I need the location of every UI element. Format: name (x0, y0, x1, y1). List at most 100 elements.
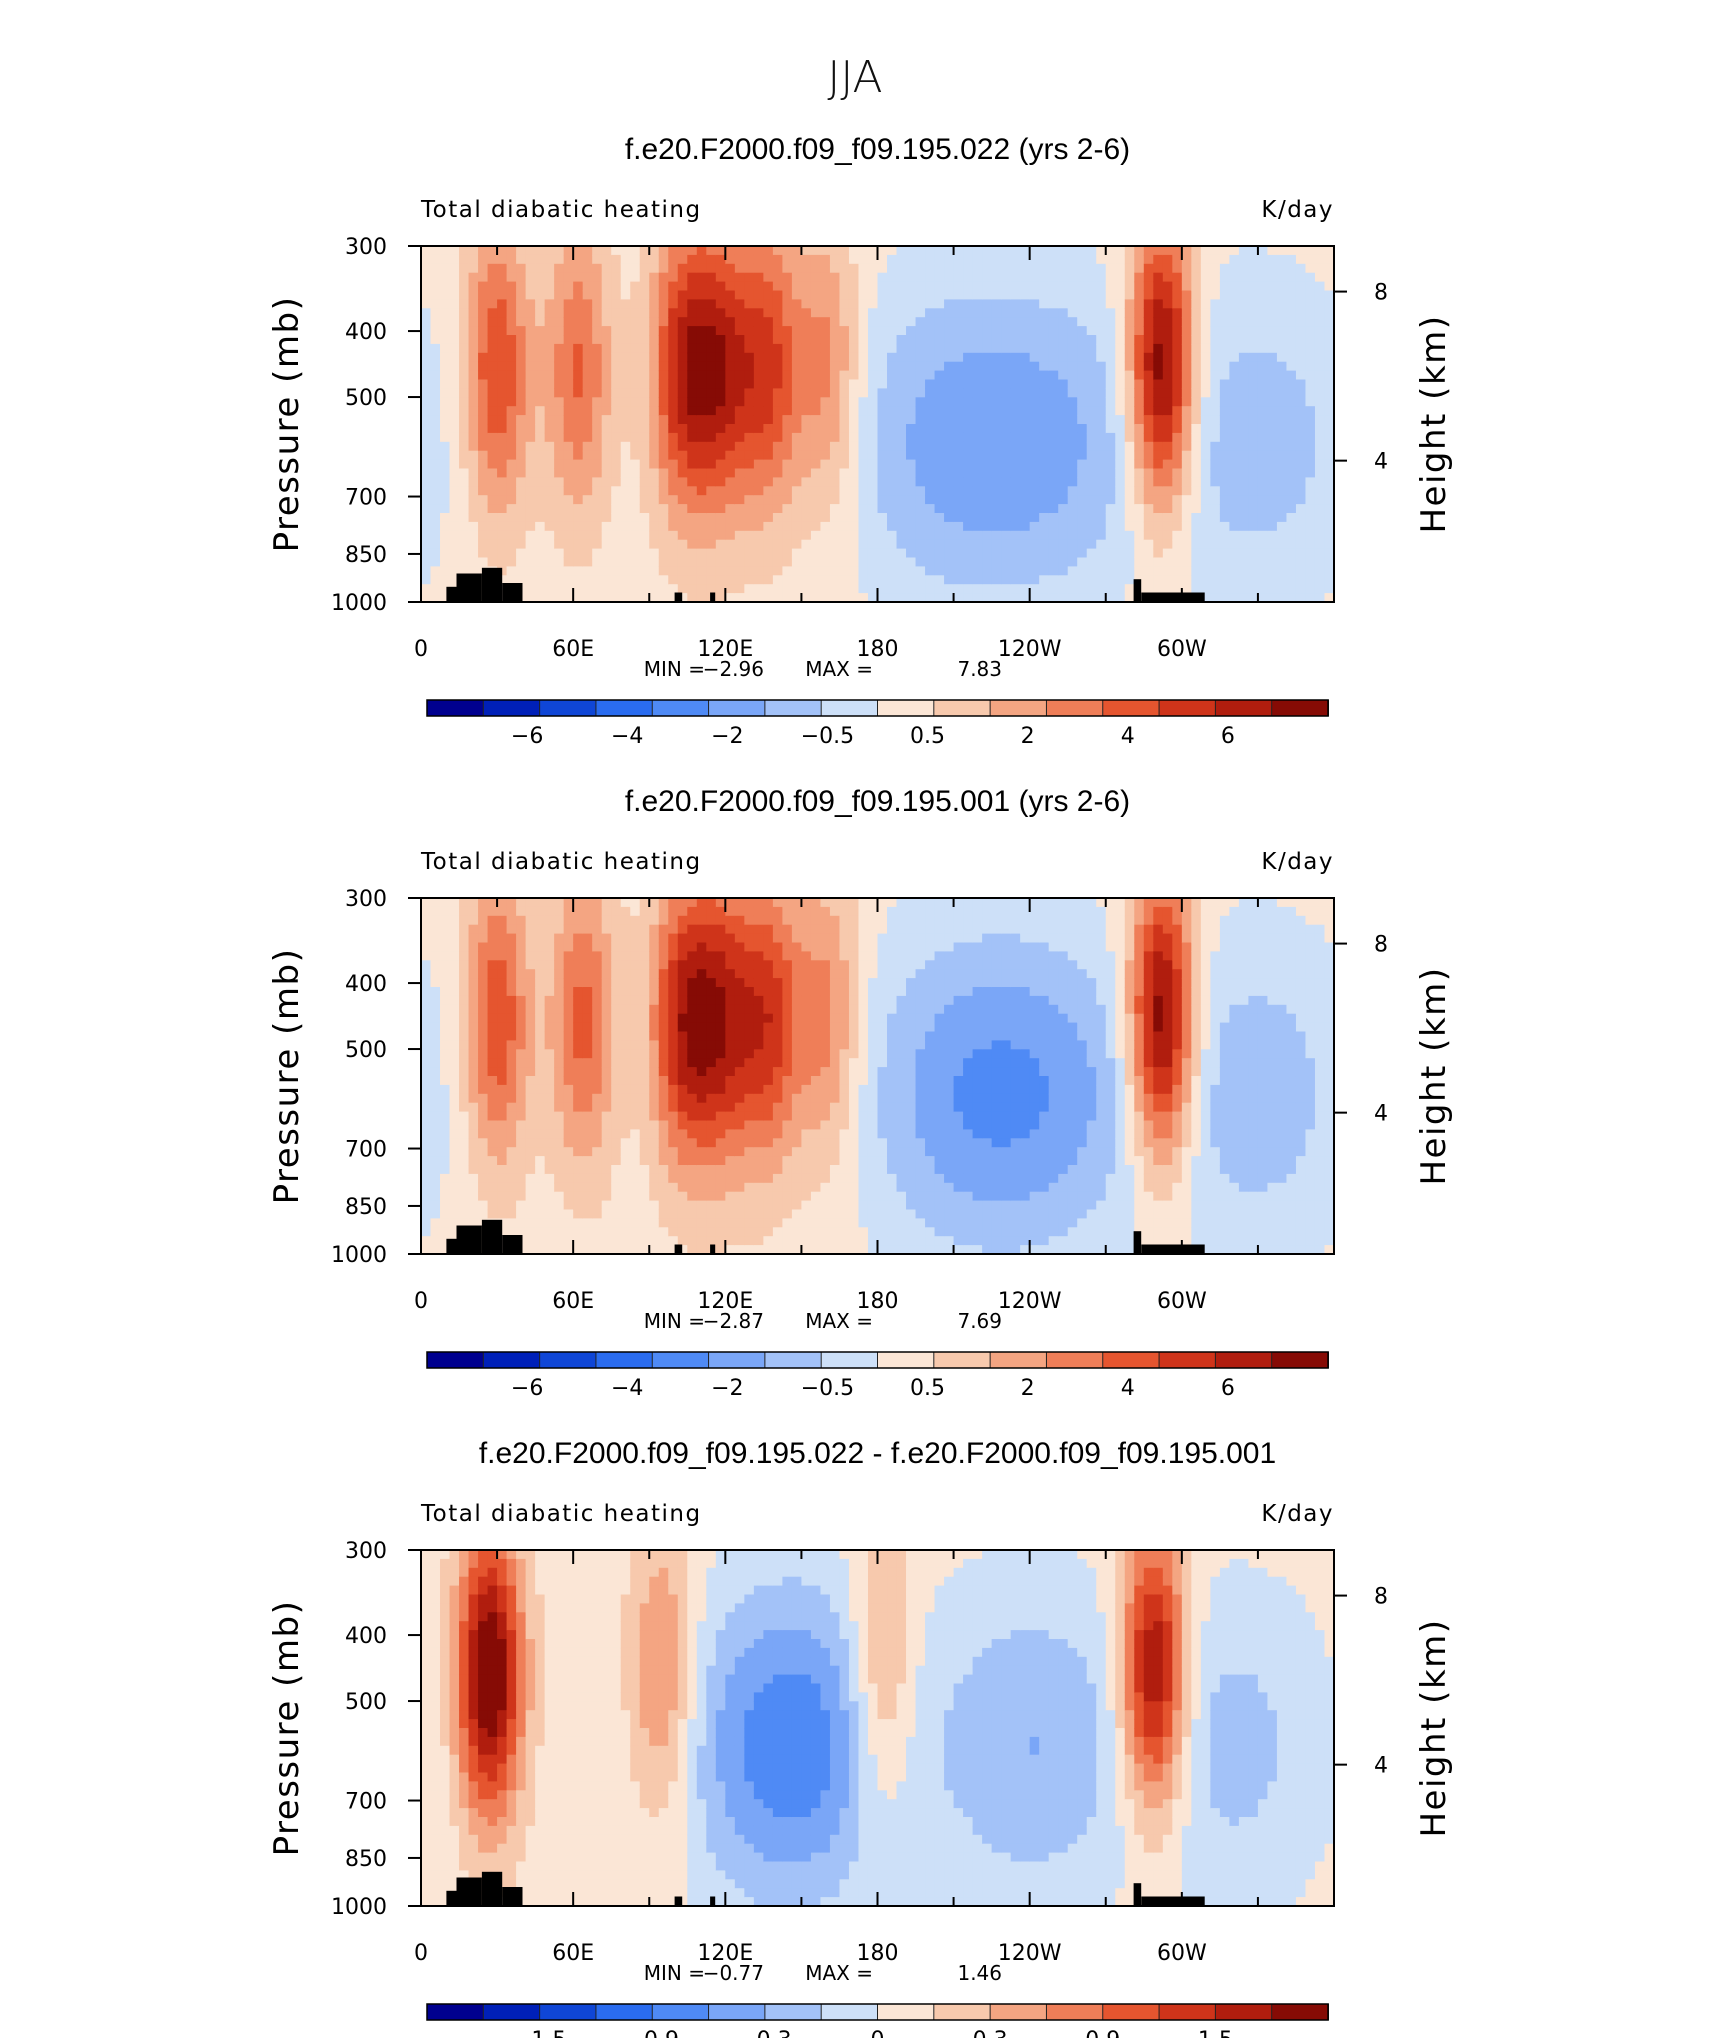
field-cell (658, 361, 669, 372)
field-cell (1276, 379, 1288, 389)
field-cell (753, 388, 764, 398)
field-cell (487, 521, 498, 532)
field-cell (1219, 468, 1230, 478)
field-cell (810, 308, 822, 318)
field-cell (620, 432, 631, 443)
field-cell (516, 1031, 527, 1041)
field-cell (687, 486, 698, 496)
field-cell (430, 1173, 441, 1184)
field-cell (1029, 299, 1040, 309)
field-cell (1096, 593, 1107, 603)
field-cell (440, 548, 451, 559)
field-cell (535, 513, 546, 523)
field-cell (839, 361, 850, 372)
field-cell (1200, 308, 1211, 318)
field-cell (1029, 281, 1040, 292)
field-cell (582, 1182, 593, 1193)
field-cell (867, 299, 879, 309)
field-cell (934, 308, 945, 318)
field-cell (611, 1076, 622, 1086)
field-cell (696, 299, 707, 309)
field-cell (1020, 281, 1031, 292)
field-cell (611, 263, 622, 274)
field-cell (1001, 557, 1012, 567)
field-cell (906, 477, 917, 487)
field-cell (516, 915, 527, 926)
field-cell (535, 281, 546, 292)
field-cell (972, 566, 983, 576)
field-cell (1286, 326, 1297, 336)
field-cell (1324, 450, 1335, 461)
field-cell (573, 1120, 584, 1130)
field-cell (630, 1067, 641, 1077)
field-cell (611, 924, 622, 935)
field-cell (611, 370, 622, 381)
field-cell (421, 361, 432, 372)
field-cell (1077, 495, 1088, 505)
field-cell (1200, 513, 1211, 523)
field-cell (791, 504, 803, 514)
field-cell (497, 415, 508, 425)
field-cell (687, 370, 698, 381)
field-cell (592, 906, 603, 917)
field-cell (1314, 317, 1326, 327)
field-cell (677, 299, 688, 309)
field-cell (620, 1040, 631, 1050)
field-cell (1143, 548, 1154, 559)
field-cell (1048, 361, 1059, 372)
field-cell (991, 504, 1002, 514)
field-cell (1124, 432, 1135, 443)
field-cell (459, 308, 470, 318)
field-cell (582, 539, 593, 550)
field-cell (1058, 370, 1069, 381)
field-cell (658, 575, 669, 585)
field-cell (487, 1191, 498, 1202)
field-cell (468, 1165, 479, 1175)
field-cell (906, 290, 917, 300)
field-cell (459, 566, 470, 576)
field-cell (791, 379, 803, 389)
field-cell (649, 441, 660, 452)
field-cell (421, 1129, 432, 1139)
field-cell (791, 539, 803, 550)
field-cell (440, 495, 451, 505)
field-cell (1039, 406, 1050, 416)
field-cell (1172, 459, 1183, 470)
field-cell (440, 468, 451, 478)
field-cell (601, 1218, 612, 1228)
field-cell (516, 1004, 527, 1015)
field-cell (972, 450, 983, 461)
field-cell (791, 352, 803, 363)
field-cell (668, 969, 679, 979)
field-cell (601, 272, 612, 283)
field-cell (563, 1227, 574, 1237)
field-cell (592, 1120, 603, 1130)
field-cell (1143, 326, 1154, 336)
field-cell (668, 924, 679, 935)
field-cell (639, 1084, 650, 1095)
field-cell (972, 495, 983, 505)
field-cell (440, 1093, 451, 1104)
field-cell (753, 317, 764, 327)
field-cell (525, 308, 536, 318)
field-cell (478, 1191, 489, 1202)
field-cell (782, 459, 793, 470)
field-cell (535, 379, 546, 389)
field-cell (449, 969, 460, 979)
field-cell (944, 388, 955, 398)
field-cell (848, 495, 860, 505)
field-cell (592, 924, 603, 935)
field-cell (620, 1102, 631, 1113)
field-cell (516, 432, 527, 443)
field-cell (1067, 317, 1078, 327)
field-cell (820, 246, 831, 256)
field-cell (1029, 379, 1040, 389)
field-cell (1267, 263, 1278, 274)
field-cell (725, 352, 736, 363)
field-cell (573, 539, 584, 550)
field-cell (468, 539, 479, 550)
field-cell (982, 326, 993, 336)
field-cell (906, 593, 917, 603)
field-cell (554, 432, 565, 443)
